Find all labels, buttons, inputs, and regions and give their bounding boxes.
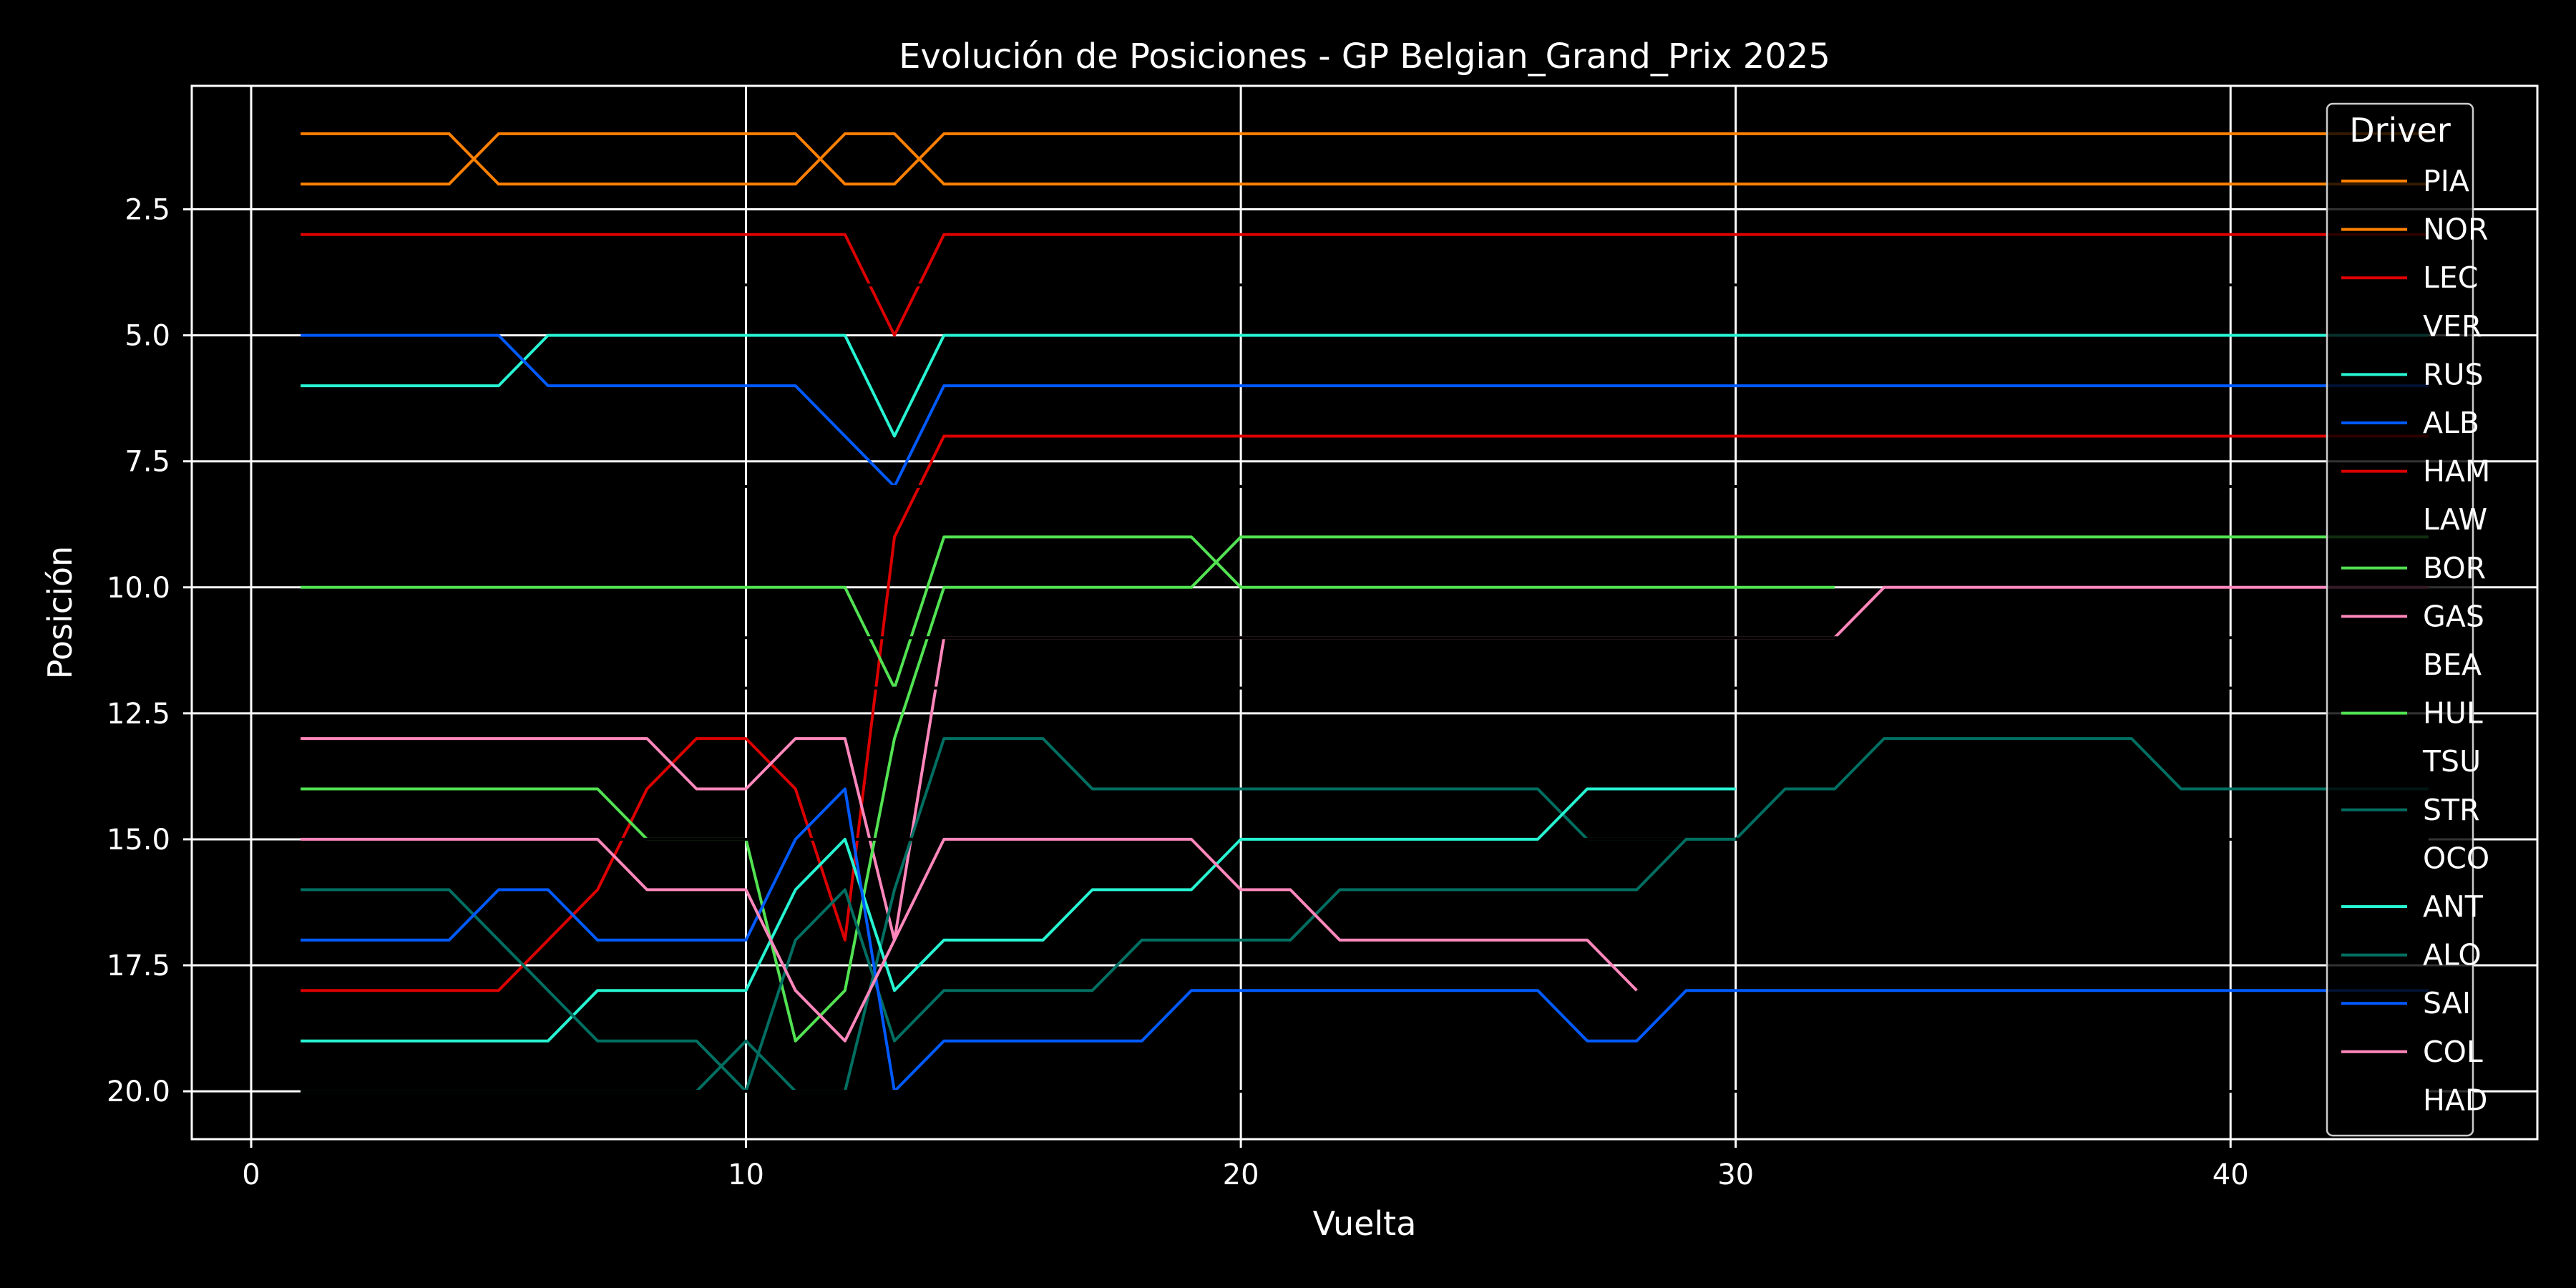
legend-label-nor: NOR: [2423, 213, 2488, 247]
x-tick-label: 20: [1223, 1158, 1259, 1191]
y-tick-label: 2.5: [125, 194, 170, 227]
legend-label-ver: VER: [2423, 309, 2482, 343]
y-tick-label: 12.5: [107, 698, 170, 731]
series-line-col: [301, 837, 1638, 1043]
series-line-nor: [301, 132, 2429, 186]
legend-label-alb: ALB: [2423, 406, 2479, 440]
legend-label-lec: LEC: [2423, 260, 2478, 295]
series-line-lec: [301, 233, 2429, 337]
series-line-rus: [301, 333, 2429, 438]
y-tick-label: 15.0: [107, 824, 170, 857]
series-lines: [301, 132, 2429, 1093]
x-axis-title: Vuelta: [1313, 1204, 1417, 1243]
x-tick-label: 40: [2212, 1158, 2249, 1191]
x-tick-label: 30: [1717, 1158, 1754, 1191]
series-line-gas: [301, 585, 2429, 942]
legend-label-had: HAD: [2423, 1083, 2487, 1117]
legend-label-bea: BEA: [2423, 648, 2482, 682]
legend-label-str: STR: [2423, 793, 2480, 827]
plot-background: [192, 86, 2537, 1139]
y-axis-title: Posición: [41, 546, 79, 679]
series-line-bor: [301, 535, 1835, 690]
legend-label-law: LAW: [2423, 502, 2487, 537]
y-tick-label: 20.0: [107, 1075, 170, 1108]
legend-label-pia: PIA: [2423, 164, 2469, 198]
x-tick-label: 10: [728, 1158, 764, 1191]
y-tick-label: 5.0: [125, 320, 170, 353]
series-line-alo: [301, 837, 1736, 1093]
legend-label-rus: RUS: [2423, 357, 2484, 391]
legend-label-col: COL: [2423, 1035, 2483, 1069]
plot-area: [190, 84, 2539, 1141]
y-tick-label: 7.5: [125, 446, 170, 479]
chart-title: Evolución de Posiciones - GP Belgian_Gra…: [899, 36, 1830, 77]
series-line-ham: [301, 434, 2429, 992]
legend-label-tsu: TSU: [2422, 744, 2481, 779]
legend-label-hul: HUL: [2423, 696, 2483, 731]
legend-items: PIA NOR LEC VER RUS ALB HAM LAW BOR GAS BEA HUL TSU S…: [2341, 164, 2490, 1117]
series-line-ant: [301, 787, 1736, 1043]
series-line-hul: [301, 535, 2429, 1043]
series-line-alb: [301, 333, 2429, 488]
y-tick-label: 10.0: [107, 572, 170, 605]
legend-box: [2326, 102, 2474, 1137]
axis-ticks: 0 10 20 30 40 2.5 5.0 7.5 10.0 12.5 15.0 17.5 20.0: [107, 194, 2249, 1191]
legend-label-oco: OCO: [2423, 841, 2489, 875]
legend-label-bor: BOR: [2423, 551, 2486, 585]
legend-label-ham: HAM: [2423, 454, 2490, 489]
legend-label-ant: ANT: [2423, 889, 2484, 924]
legend-label-alo: ALO: [2423, 938, 2482, 972]
plot-frame: [190, 84, 2539, 1141]
legend-title: Driver: [2349, 111, 2451, 150]
legend-label-sai: SAI: [2423, 986, 2471, 1020]
y-tick-label: 17.5: [107, 950, 170, 982]
x-tick-label: 0: [242, 1158, 260, 1191]
legend-label-gas: GAS: [2423, 599, 2484, 633]
legend: Driver PIA NOR LEC VER RUS ALB HAM LAW BOR GAS BEA…: [2326, 102, 2490, 1137]
